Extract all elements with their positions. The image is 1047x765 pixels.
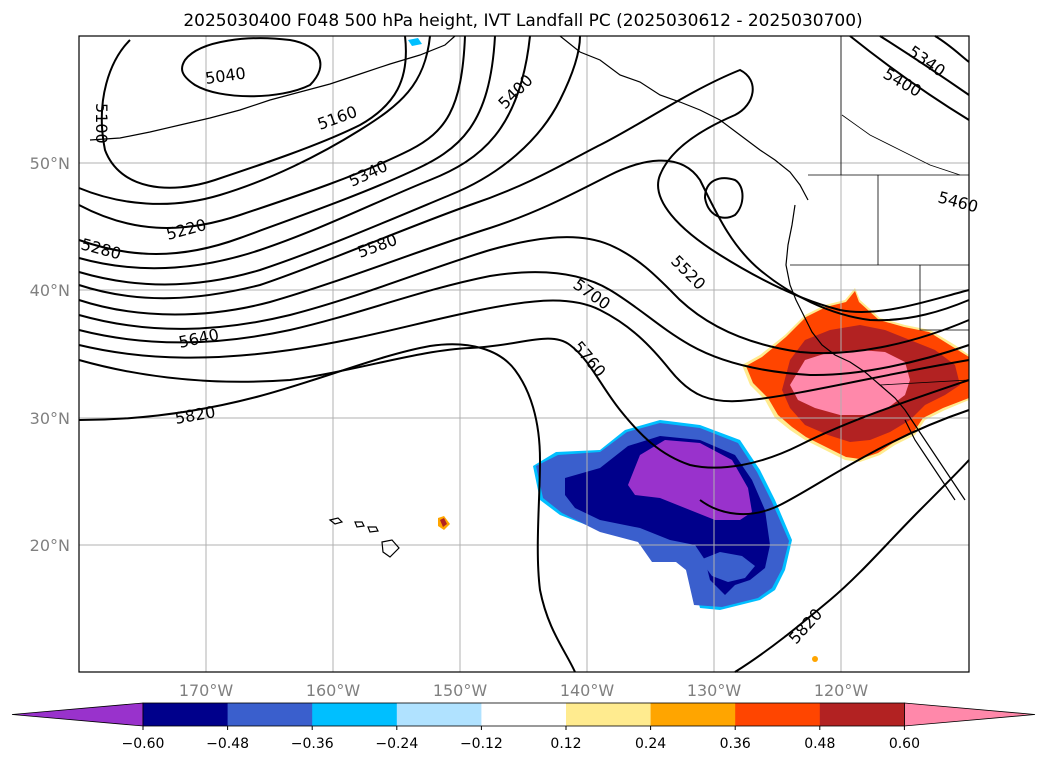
colorbar-segment xyxy=(481,703,567,726)
lon-label: 140°W xyxy=(560,681,615,700)
lon-label: 130°W xyxy=(687,681,742,700)
colorbar-extend-low xyxy=(11,702,144,727)
map-title: 2025030400 F048 500 hPa height, IVT Land… xyxy=(183,11,862,31)
longitude-labels: 170°W 160°W 150°W 140°W 130°W 120°W xyxy=(179,681,869,700)
colorbar-tick-label: −0.48 xyxy=(206,736,249,752)
colorbar-tick-label: 0.60 xyxy=(889,736,920,752)
colorbar-tick-label: −0.12 xyxy=(460,736,503,752)
colorbar-tick-label: −0.60 xyxy=(122,736,165,752)
colorbar-segment xyxy=(227,703,313,726)
gridlines xyxy=(79,36,969,672)
height-contours xyxy=(78,35,970,673)
lat-label: 20°N xyxy=(30,536,70,555)
colorbar-segments xyxy=(11,702,1036,727)
political-borders xyxy=(790,36,970,386)
colorbar-extend-high xyxy=(904,702,1036,727)
lon-label: 150°W xyxy=(433,681,488,700)
lon-label: 120°W xyxy=(814,681,869,700)
colorbar: −0.60 −0.48 −0.36 −0.24 −0.12 0.12 0.24 0.36 0.4… xyxy=(11,702,1036,752)
colorbar-tick-label: 0.36 xyxy=(720,736,751,752)
colorbar-segment xyxy=(143,703,229,726)
colorbar-segment xyxy=(819,703,905,726)
latitude-labels: 50°N 40°N 30°N 20°N xyxy=(30,154,70,555)
colorbar-segment xyxy=(566,703,652,726)
colorbar-segment xyxy=(312,703,398,726)
colorbar-frame xyxy=(142,702,905,727)
contour-label: 5100 xyxy=(92,103,111,144)
hawaii-shading xyxy=(408,38,818,662)
lat-label: 30°N xyxy=(30,409,70,428)
colorbar-segment xyxy=(396,703,482,726)
lon-label: 160°W xyxy=(306,681,361,700)
colorbar-segment xyxy=(650,703,736,726)
colorbar-tick-label: −0.24 xyxy=(375,736,418,752)
colorbar-ticks: −0.60 −0.48 −0.36 −0.24 −0.12 0.12 0.24 0.36 0.4… xyxy=(122,726,920,752)
coastlines xyxy=(89,35,966,558)
colorbar-tick-label: −0.36 xyxy=(291,736,334,752)
colorbar-tick-label: 0.48 xyxy=(804,736,835,752)
lat-label: 50°N xyxy=(30,154,70,173)
colorbar-tick-label: 0.24 xyxy=(635,736,666,752)
lon-label: 170°W xyxy=(179,681,234,700)
colorbar-segment xyxy=(735,703,821,726)
map-panel: 5040 5100 5160 5220 5280 5340 5400 5460 … xyxy=(78,35,980,673)
lat-label: 40°N xyxy=(30,281,70,300)
colorbar-tick-label: 0.12 xyxy=(550,736,581,752)
